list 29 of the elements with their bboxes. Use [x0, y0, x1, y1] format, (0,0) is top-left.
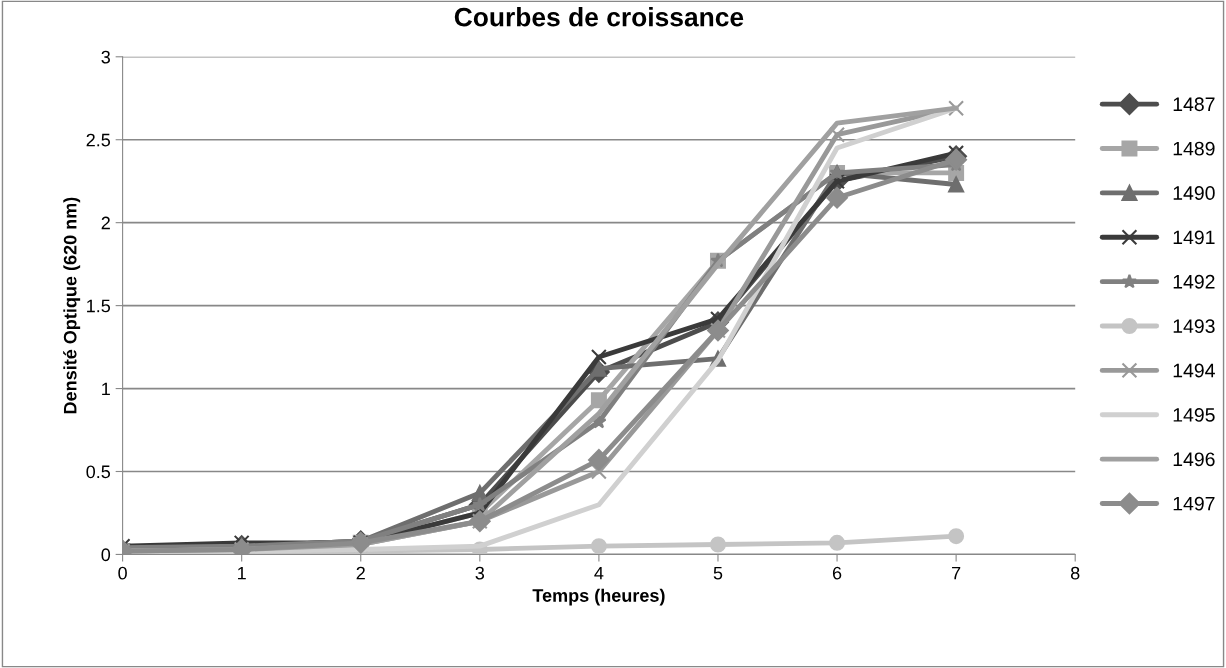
legend-label: 1489	[1173, 141, 1215, 156]
x-tick-label: 5	[713, 566, 723, 580]
legend-label: 1490	[1173, 186, 1215, 200]
y-tick-label: 2.5	[86, 133, 111, 147]
y-axis-title: Densité Optique (620 nm)	[63, 197, 81, 414]
legend-label: 1493	[1173, 319, 1215, 334]
x-tick-label: 4	[594, 566, 604, 580]
legend-label: 1495	[1173, 408, 1215, 422]
legend-label: 1491	[1173, 230, 1215, 245]
chart-title: Courbes de croissance	[454, 7, 744, 27]
y-tick-label: 1.5	[87, 299, 111, 313]
y-tick-label: 2	[101, 216, 110, 230]
y-tick-label: 1	[102, 382, 110, 396]
x-tick-label: 3	[475, 566, 485, 580]
x-tick-label: 8	[1070, 566, 1080, 580]
legend-label: 1496	[1173, 452, 1215, 467]
x-tick-label: 7	[952, 566, 961, 580]
x-axis-title: Temps (heures)	[532, 588, 665, 606]
x-tick-label: 2	[356, 566, 365, 580]
x-tick-label: 6	[832, 566, 842, 580]
x-tick-label: 0	[118, 566, 127, 580]
y-tick-label: 0.5	[86, 465, 111, 479]
y-tick-label: 0	[101, 548, 111, 562]
legend-label: 1497	[1173, 496, 1215, 511]
y-tick-label: 3	[101, 50, 110, 64]
legend-label: 1487	[1173, 97, 1215, 112]
x-tick-label: 1	[238, 566, 246, 580]
legend-label: 1492	[1173, 274, 1215, 289]
legend-label: 1494	[1173, 363, 1215, 378]
